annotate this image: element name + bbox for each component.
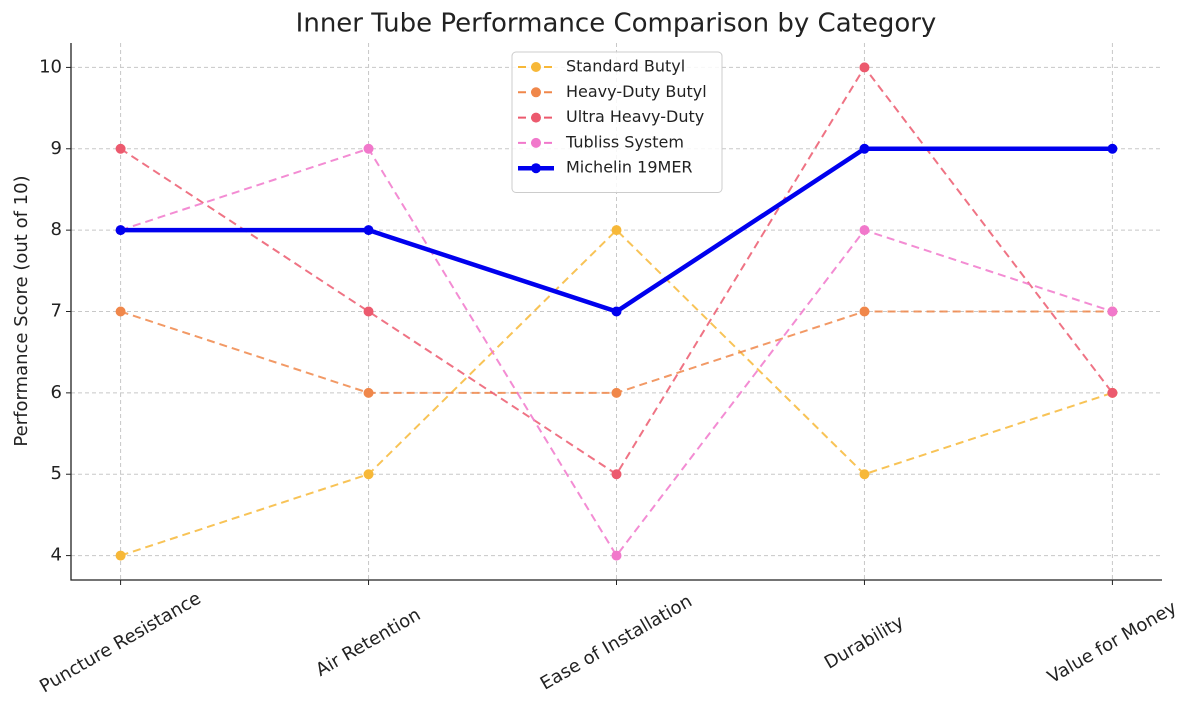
legend-label: Ultra Heavy-Duty [566,107,704,126]
legend-label: Michelin 19MER [566,158,693,177]
data-point [363,387,374,398]
data-point [115,225,126,236]
data-point [363,143,374,154]
x-tick-label: Value for Money [1044,597,1181,688]
data-point [611,387,622,398]
data-point [611,469,622,480]
x-tick-label: Durability [821,611,908,673]
x-tick-label: Air Retention [312,604,424,681]
data-point [859,225,870,236]
legend-marker [531,137,541,148]
series-line [120,228,1113,557]
axes [70,43,1162,581]
legend-marker [531,87,541,98]
data-point [115,143,126,154]
legend-marker [531,62,541,72]
data-point [363,225,374,236]
x-tick-label: Puncture Resistance [36,588,205,697]
y-tick-label: 4 [51,545,62,566]
y-tick-label: 6 [51,382,62,403]
data-point [859,469,870,480]
series-line [120,65,1114,476]
y-tick-label: 9 [51,138,62,159]
data-point [859,143,870,154]
data-point [363,306,374,317]
chart-title: Inner Tube Performance Comparison by Cat… [296,9,937,39]
data-point [1107,143,1118,154]
y-tick-label: 10 [39,56,62,77]
legend-label: Tubliss System [565,132,684,151]
data-point [859,62,870,73]
legend-box [511,51,723,193]
legend-marker [531,163,541,174]
y-tick-label: 7 [51,301,62,322]
data-point [115,306,126,317]
y-axis-label: Performance Score (out of 10) [11,175,32,446]
data-point [1107,306,1118,317]
legend-label: Heavy-Duty Butyl [566,82,707,101]
data-point [363,469,374,480]
data-point [611,550,622,561]
x-tick-label: Ease of Installation [537,591,696,695]
y-tick-label: 5 [51,463,62,484]
data-point [611,306,622,317]
data-point [1107,387,1118,398]
series-line [120,147,1113,558]
y-tick-label: 8 [51,219,62,240]
legend-marker [531,112,541,123]
data-point [611,225,622,236]
data-point [859,306,870,317]
legend-label: Standard Butyl [566,57,685,76]
data-point [115,550,126,561]
